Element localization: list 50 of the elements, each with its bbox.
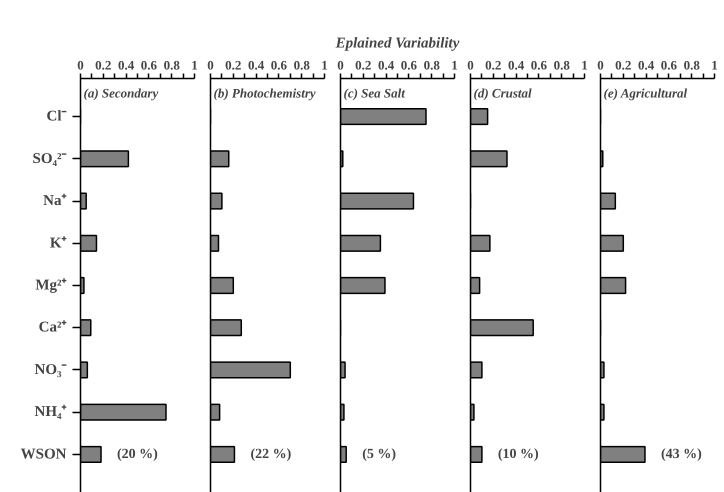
x-tick-label: 0.6	[400, 58, 418, 72]
annotation: (10 %)	[498, 446, 540, 462]
text: (b) Photochemistry	[214, 86, 316, 100]
y-tick-label: SO₄²⁻	[32, 150, 67, 167]
text: (c) Sea Salt	[344, 86, 406, 100]
x-tick-label: 1	[451, 58, 458, 72]
x-tick-label: 0.4	[638, 58, 655, 72]
y-tick-label: K⁺	[50, 235, 67, 252]
x-tick-label: 0	[337, 58, 344, 72]
x-tick-label: 0.4	[508, 58, 525, 72]
text: (a) Secondary	[84, 86, 158, 100]
x-tick-label: 0.4	[118, 58, 135, 72]
x-tick-label: 0.6	[660, 58, 678, 72]
x-tick-label: 0.2	[95, 58, 112, 72]
y-tick-label: Mg²⁺	[35, 278, 66, 294]
annotation: (20 %)	[117, 446, 158, 462]
x-tick-label: 0	[207, 58, 214, 72]
text: (d) Crustal	[474, 86, 532, 100]
y-tick-label: Ca²⁺	[38, 320, 67, 336]
x-tick-label: 0.8	[294, 58, 310, 72]
x-tick-label: 0	[77, 58, 84, 72]
x-tick-label: 1	[711, 58, 718, 72]
x-tick-label: 0.2	[355, 58, 372, 72]
x-tick-label: 0	[467, 58, 474, 72]
x-tick-label: 0.8	[684, 58, 700, 72]
y-tick-label: NO₃⁻	[34, 362, 67, 378]
x-tick-label: 1	[581, 58, 588, 72]
y-tick-label: Cl⁻	[46, 108, 66, 125]
x-tick-label: 0.2	[485, 58, 502, 72]
x-tick-label: 1	[191, 58, 198, 72]
x-tick-label: 0.8	[554, 58, 570, 72]
y-tick-label: Na⁺	[43, 193, 67, 210]
x-tick-label: 0.6	[530, 58, 548, 72]
x-tick-label: 0.4	[378, 58, 395, 72]
x-tick-label: 0.6	[270, 58, 288, 72]
x-tick-label: 0.2	[615, 58, 632, 72]
annotation: (22 %)	[250, 446, 292, 462]
x-tick-label: 0.8	[424, 58, 440, 72]
x-tick-label: 0.8	[164, 58, 180, 72]
x-tick-label: 1	[321, 58, 328, 72]
y-tick-label: NH₄⁺	[34, 404, 67, 420]
y-tick-label: WSON	[20, 446, 67, 462]
text: (e) Agricultural	[604, 86, 688, 100]
x-tick-label: 0	[597, 58, 604, 72]
x-tick-label: 0.2	[225, 58, 242, 72]
x-tick-label: 0.6	[140, 58, 158, 72]
x-axis-title: Eplained Variability	[334, 36, 460, 52]
annotation: (5 %)	[362, 446, 396, 462]
x-tick-label: 0.4	[248, 58, 265, 72]
annotation: (43 %)	[660, 446, 702, 462]
